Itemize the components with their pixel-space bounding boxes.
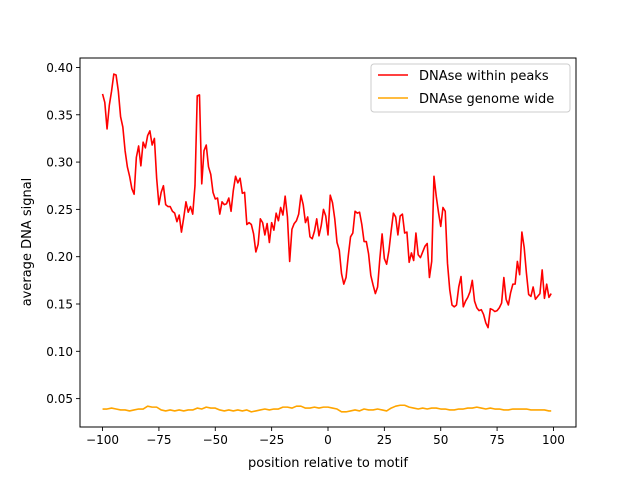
y-tick-label: 0.15	[46, 298, 73, 312]
y-axis-label: average DNA signal	[20, 178, 35, 307]
series-line-within-peaks	[101, 73, 552, 329]
x-tick-label: 100	[542, 433, 565, 447]
legend-label-genome: DNAse genome wide	[419, 92, 554, 107]
series-layer	[101, 73, 552, 413]
x-tick-label: 75	[489, 433, 504, 447]
y-tick-label: 0.30	[46, 156, 73, 170]
x-tick-label: −25	[259, 433, 284, 447]
x-tick-label: 25	[377, 433, 392, 447]
legend-label-peaks: DNAse within peaks	[419, 69, 549, 84]
x-axis-label: position relative to motif	[248, 456, 408, 471]
x-tick-label: 0	[324, 433, 332, 447]
x-axis: −100 −75 −50 −25 0 25 50 75 100	[86, 427, 565, 447]
x-tick-label: −50	[203, 433, 228, 447]
legend-box	[370, 63, 571, 113]
y-tick-label: 0.05	[46, 392, 73, 406]
y-axis: 0.05 0.10 0.15 0.20 0.25 0.30 0.35 0.40	[46, 61, 80, 406]
y-tick-label: 0.40	[46, 61, 73, 75]
y-tick-label: 0.25	[46, 203, 73, 217]
x-tick-label: −100	[86, 433, 119, 447]
legend: DNAse within peaks DNAse genome wide	[370, 63, 571, 113]
y-tick-label: 0.35	[46, 108, 73, 122]
series-line-genome-wide	[102, 404, 552, 413]
x-tick-label: 50	[433, 433, 448, 447]
x-tick-label: −75	[146, 433, 171, 447]
y-tick-label: 0.20	[46, 250, 73, 264]
y-tick-label: 0.10	[46, 345, 73, 359]
